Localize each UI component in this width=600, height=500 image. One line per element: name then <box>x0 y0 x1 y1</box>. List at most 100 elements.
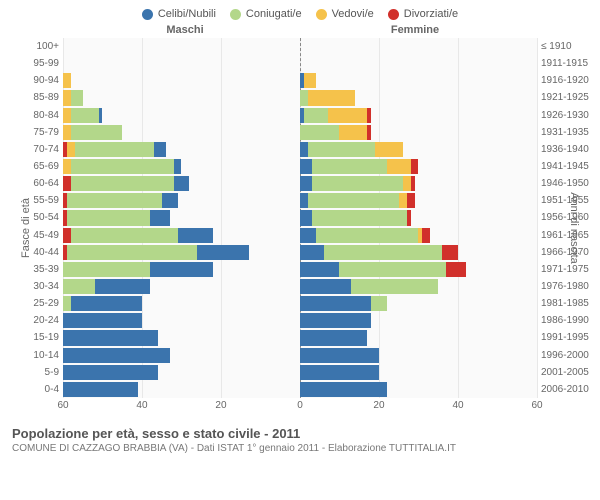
male-half <box>63 245 300 260</box>
y-tick-right: ≤ 1910 <box>537 38 592 55</box>
bar-segment <box>304 108 328 123</box>
x-axis: 6040200204060 <box>63 398 537 418</box>
bar-segment <box>300 296 371 311</box>
bar-row <box>63 295 537 312</box>
bar-segment <box>71 159 174 174</box>
y-tick-left: 55-59 <box>8 192 63 209</box>
bar-row <box>63 141 537 158</box>
male-half <box>63 228 300 243</box>
male-half <box>63 56 300 71</box>
y-tick-right: 1921-1925 <box>537 89 592 106</box>
bar-segment <box>300 279 351 294</box>
male-half <box>63 330 300 345</box>
female-label: Femmine <box>300 24 530 36</box>
bar-segment <box>407 193 415 208</box>
female-half <box>300 159 537 174</box>
y-tick-left: 0-4 <box>8 381 63 398</box>
female-half <box>300 90 537 105</box>
chart-footer: Popolazione per età, sesso e stato civil… <box>0 418 600 454</box>
y-tick-left: 30-34 <box>8 278 63 295</box>
y-tick-left: 100+ <box>8 38 63 55</box>
bar-row <box>63 329 537 346</box>
bar-segment <box>63 262 150 277</box>
x-tick: 0 <box>297 400 303 411</box>
bar-segment <box>422 228 430 243</box>
bar-segment <box>351 279 438 294</box>
bar-segment <box>71 176 174 191</box>
bar-row <box>63 347 537 364</box>
bar-segment <box>71 228 178 243</box>
bar-segment <box>63 228 71 243</box>
female-half <box>300 313 537 328</box>
y-axis-left: 100+95-9990-9485-8980-8475-7970-7465-696… <box>8 38 63 398</box>
bar-segment <box>411 159 419 174</box>
y-tick-right: 1936-1940 <box>537 141 592 158</box>
population-pyramid-chart: Celibi/NubiliConiugati/eVedovi/eDivorzia… <box>0 0 600 500</box>
bar-row <box>63 278 537 295</box>
bar-segment <box>411 176 415 191</box>
y-tick-left: 65-69 <box>8 158 63 175</box>
bar-segment <box>300 142 308 157</box>
male-half <box>63 90 300 105</box>
bar-segment <box>71 108 99 123</box>
y-tick-right: 2006-2010 <box>537 381 592 398</box>
bar-segment <box>308 90 355 105</box>
female-half <box>300 108 537 123</box>
bar-segment <box>312 176 403 191</box>
legend-swatch <box>316 9 327 20</box>
x-tick: 60 <box>57 400 68 411</box>
legend-swatch <box>388 9 399 20</box>
bar-segment <box>316 228 419 243</box>
bar-row <box>63 107 537 124</box>
y-tick-left: 70-74 <box>8 141 63 158</box>
bar-row <box>63 244 537 261</box>
x-tick: 40 <box>136 400 147 411</box>
bar-segment <box>339 125 367 140</box>
female-half <box>300 279 537 294</box>
y-tick-left: 60-64 <box>8 175 63 192</box>
bar-segment <box>67 245 197 260</box>
plot-area <box>63 38 537 398</box>
female-half <box>300 56 537 71</box>
bar-row <box>63 364 537 381</box>
y-tick-right: 1911-1915 <box>537 55 592 72</box>
bar-segment <box>150 210 170 225</box>
legend-swatch <box>142 9 153 20</box>
female-half <box>300 382 537 397</box>
female-half <box>300 210 537 225</box>
bar-segment <box>63 90 71 105</box>
bar-segment <box>67 193 162 208</box>
bar-segment <box>300 210 312 225</box>
bar-segment <box>300 262 339 277</box>
bar-segment <box>300 228 316 243</box>
bar-segment <box>300 245 324 260</box>
bar-segment <box>300 193 308 208</box>
bar-segment <box>375 142 403 157</box>
bar-segment <box>162 193 178 208</box>
y-tick-left: 75-79 <box>8 124 63 141</box>
male-half <box>63 210 300 225</box>
male-half <box>63 193 300 208</box>
bar-segment <box>312 210 407 225</box>
y-tick-left: 15-19 <box>8 329 63 346</box>
y-tick-left: 45-49 <box>8 227 63 244</box>
male-label: Maschi <box>70 24 300 36</box>
bar-segment <box>197 245 248 260</box>
bar-segment <box>63 296 71 311</box>
bar-row <box>63 72 537 89</box>
bar-segment <box>63 108 71 123</box>
y-tick-right: 1986-1990 <box>537 312 592 329</box>
female-half <box>300 296 537 311</box>
female-half <box>300 245 537 260</box>
male-half <box>63 365 300 380</box>
plot-wrap: Fasce di età Anni di nascita 100+95-9990… <box>8 38 592 418</box>
y-tick-right: 1916-1920 <box>537 72 592 89</box>
bars <box>63 38 537 398</box>
chart-subtitle: COMUNE DI CAZZAGO BRABBIA (VA) - Dati IS… <box>12 443 588 454</box>
bar-segment <box>324 245 443 260</box>
bar-row <box>63 261 537 278</box>
y-tick-right: 1946-1950 <box>537 175 592 192</box>
male-half <box>63 296 300 311</box>
male-half <box>63 262 300 277</box>
bar-segment <box>367 108 371 123</box>
